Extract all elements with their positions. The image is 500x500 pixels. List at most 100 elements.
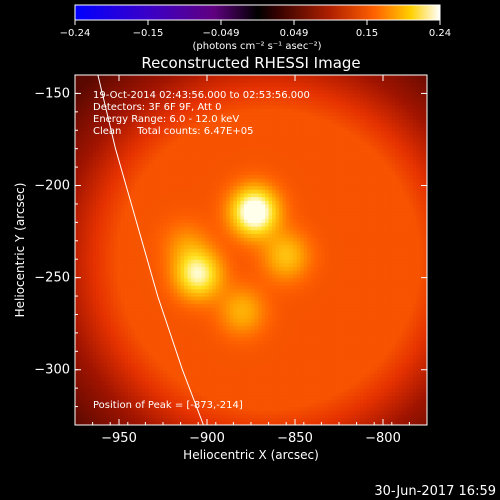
heatmap-cell [180,100,185,106]
heatmap-cell [219,215,224,220]
heatmap-cell [229,86,234,91]
heatmap-cell [219,329,224,334]
heatmap-cell [159,178,164,183]
heatmap-cell [229,391,234,397]
heatmap-cell [106,237,111,242]
heatmap-cell [127,417,132,422]
heatmap-cell [82,137,87,142]
heatmap-cell [78,288,83,293]
heatmap-cell [163,133,168,139]
heatmap-cell [247,270,252,275]
heatmap-cell [145,413,150,419]
heatmap-cell [219,380,224,386]
heatmap-cell [243,340,249,345]
heatmap-cell [117,119,122,124]
heatmap-cell [166,218,171,223]
heatmap-cell [187,178,192,183]
heatmap-cell [159,355,164,360]
heatmap-cell [78,318,83,323]
heatmap-cell [138,229,143,235]
heatmap-cell [201,391,206,397]
heatmap-cell [134,340,139,345]
heatmap-cell [166,111,171,117]
heatmap-cell [180,336,185,341]
heatmap-cell [96,377,101,382]
heatmap-cell [194,100,199,106]
heatmap-cell [89,185,94,190]
heatmap-cell [222,321,227,327]
heatmap-cell [103,192,108,198]
heatmap-cell [134,174,139,179]
heatmap-cell [251,215,256,220]
heatmap-cell [92,119,97,124]
heatmap-cell [117,391,122,397]
heatmap-cell [103,402,108,408]
heatmap-cell [131,255,136,260]
heatmap-cell [205,277,210,282]
heatmap-cell [120,266,125,271]
heatmap-cell [103,126,108,131]
heatmap-cell [99,97,104,102]
heatmap-cell [187,108,192,113]
heatmap-cell [201,137,206,142]
heatmap-cell [131,75,136,80]
heatmap-cell [258,358,263,363]
heatmap-cell [191,115,196,120]
heatmap-cell [180,421,185,425]
heatmap-cell [233,399,238,404]
heatmap-cell [180,196,185,201]
heatmap-cell [191,78,196,83]
heatmap-cell [89,200,94,205]
heatmap-cell [254,104,259,109]
heatmap-cell [240,145,245,150]
heatmap-cell [208,355,213,360]
heatmap-cell [106,399,111,404]
heatmap-cell [236,251,242,257]
heatmap-cell [177,318,182,323]
heatmap-cell [219,395,224,400]
heatmap-cell [110,421,115,425]
heatmap-cell [99,318,104,323]
heatmap-cell [251,159,256,165]
heatmap-cell [251,141,256,146]
heatmap-cell [141,141,146,146]
heatmap-cell [99,362,104,367]
heatmap-cell [236,200,242,205]
heatmap-cell [120,362,125,367]
heatmap-cell [222,369,227,375]
heatmap-cell [152,196,157,201]
heatmap-cell [222,189,227,194]
heatmap-cell [110,75,115,80]
heatmap-cell [117,355,122,360]
heatmap-cell [124,402,129,408]
heatmap-cell [198,192,203,198]
heatmap-cell [233,336,238,341]
heatmap-cell [229,207,234,212]
heatmap-cell [208,100,213,106]
heatmap-cell [187,100,192,106]
heatmap-cell [191,262,196,268]
heatmap-cell [124,332,129,338]
heatmap-cell [170,211,175,216]
heatmap-cell [110,163,115,168]
heatmap-cell [251,318,256,323]
heatmap-cell [247,145,252,150]
heatmap-cell [219,321,224,327]
heatmap-cell [254,285,259,290]
heatmap-cell [240,167,245,172]
heatmap-cell [96,152,101,157]
heatmap-cell [103,384,108,389]
heatmap-cell [236,108,242,113]
heatmap-cell [212,340,217,345]
heatmap-cell [89,148,94,153]
heatmap-cell [258,384,263,389]
heatmap-cell [145,273,150,279]
heatmap-cell [240,314,245,319]
heatmap-cell [163,93,168,98]
heatmap-cell [198,255,203,260]
heatmap-cell [208,288,213,293]
heatmap-cell [103,156,108,161]
heatmap-cell [215,248,220,253]
heatmap-cell [152,181,157,187]
heatmap-cell [141,167,146,172]
